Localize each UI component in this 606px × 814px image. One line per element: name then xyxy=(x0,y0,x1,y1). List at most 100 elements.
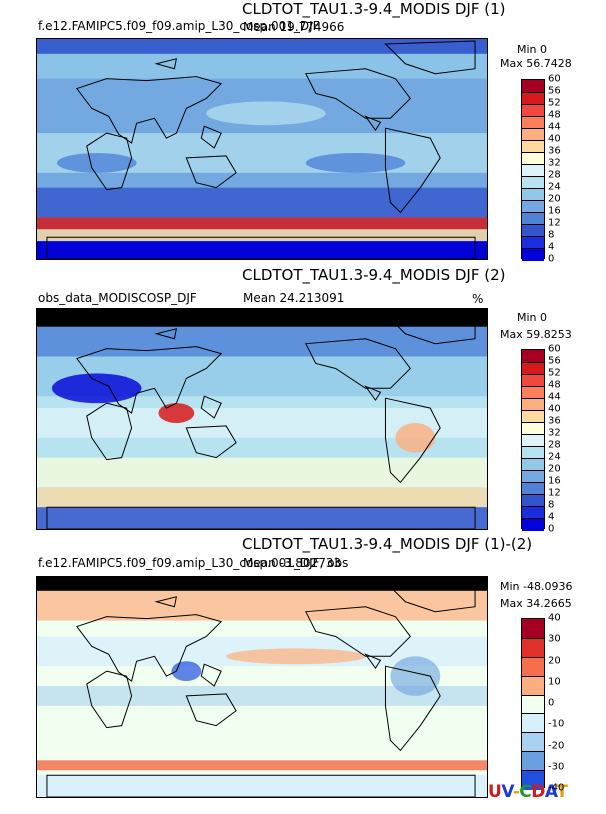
uvcdat-logo: UV-CDAT xyxy=(488,782,568,802)
coastline xyxy=(76,76,223,144)
zonal-band xyxy=(37,775,487,797)
colorbar-tick-label: 16 xyxy=(548,205,561,217)
coastline xyxy=(384,127,441,214)
colorbar-tick-label: 0 xyxy=(548,523,555,535)
colorbar-tick-label: 28 xyxy=(548,169,561,181)
colorbar-tick-label: 12 xyxy=(548,487,561,499)
coastline xyxy=(200,125,222,149)
panel2-left-label: obs_data_MODISCOSP_DJF xyxy=(38,291,197,305)
zonal-band xyxy=(37,577,487,591)
zonal-band xyxy=(37,457,487,488)
panel3-min: Min -48.0936 xyxy=(500,580,573,593)
colorbar-swatch xyxy=(522,446,544,459)
colorbar-swatch xyxy=(522,518,544,531)
panel1-title: CLDTOT_TAU1.3-9.4_MODIS DJF (1) xyxy=(242,0,506,18)
colorbar-swatch xyxy=(522,470,544,483)
panel1-mean: Mean 19.774966 xyxy=(243,20,345,34)
panel3-map xyxy=(36,576,488,798)
coastline xyxy=(200,663,222,687)
zonal-band xyxy=(37,241,487,259)
colorbar-tick-label: 8 xyxy=(548,229,555,241)
cloud-field xyxy=(56,152,137,173)
colorbar-tick-label: 10 xyxy=(548,676,561,688)
panel1-map xyxy=(36,38,488,260)
colorbar-tick-label: 32 xyxy=(548,157,561,169)
coastline xyxy=(154,328,178,340)
colorbar-tick-label: 16 xyxy=(548,475,561,487)
coastline xyxy=(86,402,133,461)
colorbar-tick-label: 4 xyxy=(548,511,555,523)
colorbar-tick-label: 24 xyxy=(548,181,561,193)
coastline xyxy=(46,506,476,529)
colorbar-tick-label: 20 xyxy=(548,655,561,666)
coastline xyxy=(185,155,237,189)
colorbar-swatch xyxy=(522,458,544,471)
panel2-mean: Mean 24.213091 xyxy=(243,291,345,305)
colorbar-swatch xyxy=(522,713,544,734)
colorbar-tick-label: 0 xyxy=(548,253,555,265)
panel1-min: Min 0 xyxy=(517,43,548,56)
colorbar-tick-label: 56 xyxy=(548,355,561,367)
zonal-band xyxy=(37,760,487,771)
colorbar-swatch xyxy=(522,422,544,435)
coastline xyxy=(384,310,476,345)
colorbar-swatch xyxy=(522,410,544,423)
panel1-max: Max 56.7428 xyxy=(500,57,572,70)
panel2-title: CLDTOT_TAU1.3-9.4_MODIS DJF (2) xyxy=(242,266,506,284)
colorbar-swatch xyxy=(522,374,544,387)
zonal-band xyxy=(37,229,487,242)
zonal-band xyxy=(37,53,487,79)
coastline xyxy=(305,606,411,657)
colorbar-swatch xyxy=(522,200,544,213)
colorbar-tick-label: 60 xyxy=(548,343,561,355)
panel3-title: CLDTOT_TAU1.3-9.4_MODIS DJF (1)-(2) xyxy=(242,535,533,553)
colorbar-tick-label: 44 xyxy=(548,121,561,133)
colorbar-swatch xyxy=(522,80,544,93)
panel2-min: Min 0 xyxy=(517,311,548,324)
coastline xyxy=(46,774,476,797)
colorbar-swatch xyxy=(522,140,544,153)
colorbar-tick-label: 36 xyxy=(548,415,561,427)
zonal-band xyxy=(37,590,487,621)
zonal-band xyxy=(37,507,487,529)
colorbar-swatch xyxy=(522,362,544,375)
panel2-colorbar xyxy=(521,349,545,531)
colorbar-tick-label: 8 xyxy=(548,499,555,511)
coastline xyxy=(305,338,411,389)
panel2-units: % xyxy=(472,292,484,306)
coastline xyxy=(86,670,133,729)
colorbar-swatch xyxy=(522,656,544,677)
coastline xyxy=(86,132,133,191)
coastline xyxy=(76,614,223,682)
colorbar-tick-label: 0 xyxy=(548,697,555,709)
coastline xyxy=(46,236,476,259)
colorbar-swatch xyxy=(522,104,544,117)
colorbar-swatch xyxy=(522,386,544,399)
colorbar-tick-label: 4 xyxy=(548,241,555,253)
colorbar-swatch xyxy=(522,675,544,696)
coastline xyxy=(185,425,237,459)
cloud-field xyxy=(51,373,142,404)
colorbar-swatch xyxy=(522,350,544,363)
colorbar-tick-label: 24 xyxy=(548,451,561,463)
colorbar-swatch xyxy=(522,176,544,189)
colorbar-swatch xyxy=(522,619,544,639)
colorbar-tick-label: 56 xyxy=(548,85,561,97)
colorbar-tick-label: 52 xyxy=(548,367,561,379)
zonal-band xyxy=(37,309,487,327)
colorbar-tick-label: 20 xyxy=(548,193,561,205)
colorbar-tick-label: -20 xyxy=(548,740,565,751)
coastline xyxy=(305,68,411,119)
colorbar-tick-label: 30 xyxy=(548,633,561,645)
colorbar-tick-label: 40 xyxy=(548,403,561,415)
colorbar-tick-label: 48 xyxy=(548,109,561,121)
colorbar-swatch xyxy=(522,128,544,141)
colorbar-tick-label: 28 xyxy=(548,439,561,451)
coastline xyxy=(384,397,441,484)
coastline xyxy=(154,58,178,70)
cloud-field xyxy=(226,648,366,665)
zonal-band xyxy=(37,217,487,230)
coastline xyxy=(384,665,441,752)
coastline xyxy=(384,40,476,75)
colorbar-swatch xyxy=(522,92,544,105)
